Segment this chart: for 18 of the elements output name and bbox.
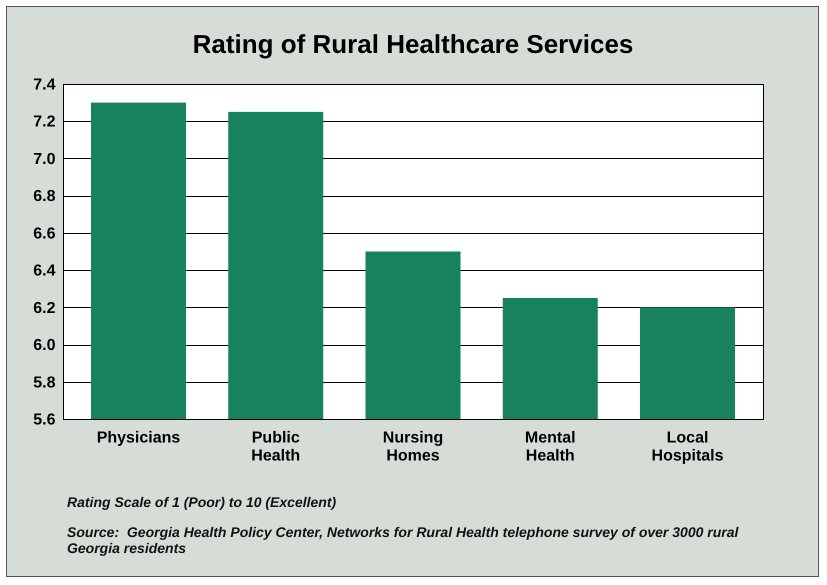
y-tick-label: 5.6 (33, 412, 56, 428)
y-tick-label: 7.4 (33, 76, 56, 94)
y-tick-label: 6.6 (33, 225, 56, 242)
y-tick-label: 6.2 (33, 300, 56, 317)
y-tick-label: 6.4 (33, 262, 56, 280)
x-tick-label: Public Health (251, 430, 300, 464)
chart-title: Rating of Rural Healthcare Services (192, 29, 634, 59)
y-tick-label: 6.8 (33, 188, 56, 206)
y-tick-label: 6.0 (33, 337, 56, 354)
y-tick-label: 5.8 (33, 374, 56, 392)
y-tick-label: 7.2 (33, 114, 56, 131)
x-tick-label: Local Hospitals (652, 430, 724, 464)
x-tick-label: Nursing Homes (382, 430, 444, 464)
x-tick-label: Mental Health (524, 430, 576, 464)
text: Rating Scale of 1 (Poor) to 10 (Excellent) (67, 494, 338, 510)
source-note: Source: Georgia Health Policy Center, Networks for Rural Health telephone survey of over 3000 rural Georgia residents (67, 524, 740, 556)
y-tick-label: 7.0 (33, 150, 56, 168)
x-tick-label: Physicians (96, 430, 180, 446)
